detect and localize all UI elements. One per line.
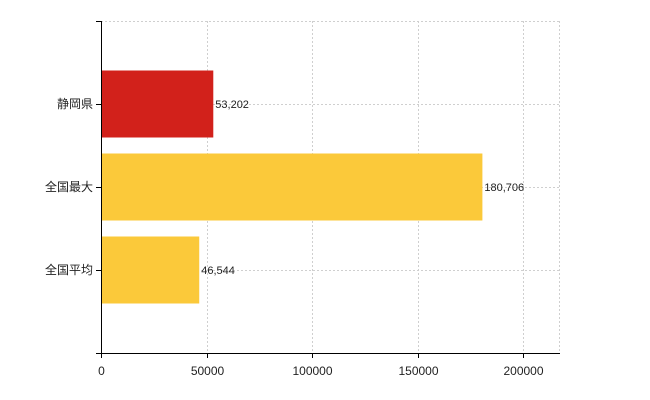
bar-1 [101,153,483,221]
labels: 静岡県 53,202 全国最大 180,706 全国平均 46,544 0 50000 1000… [45,97,544,378]
x-tick-label-100000: 100000 [292,364,332,378]
x-tick-label-150000: 150000 [398,364,438,378]
axes [96,21,560,358]
bars [101,70,483,304]
bar-2 [101,236,200,304]
bar-0 [101,70,214,138]
data-label-2: 46,544 [201,265,235,277]
data-label-1: 180,706 [484,182,524,194]
x-tick-label-50000: 50000 [191,364,225,378]
category-label-0: 静岡県 [57,97,93,111]
x-tick-label-200000: 200000 [503,364,543,378]
data-label-0: 53,202 [215,99,249,111]
category-label-1: 全国最大 [45,179,93,194]
x-tick-label-0: 0 [98,364,105,378]
category-label-2: 全国平均 [45,262,93,277]
